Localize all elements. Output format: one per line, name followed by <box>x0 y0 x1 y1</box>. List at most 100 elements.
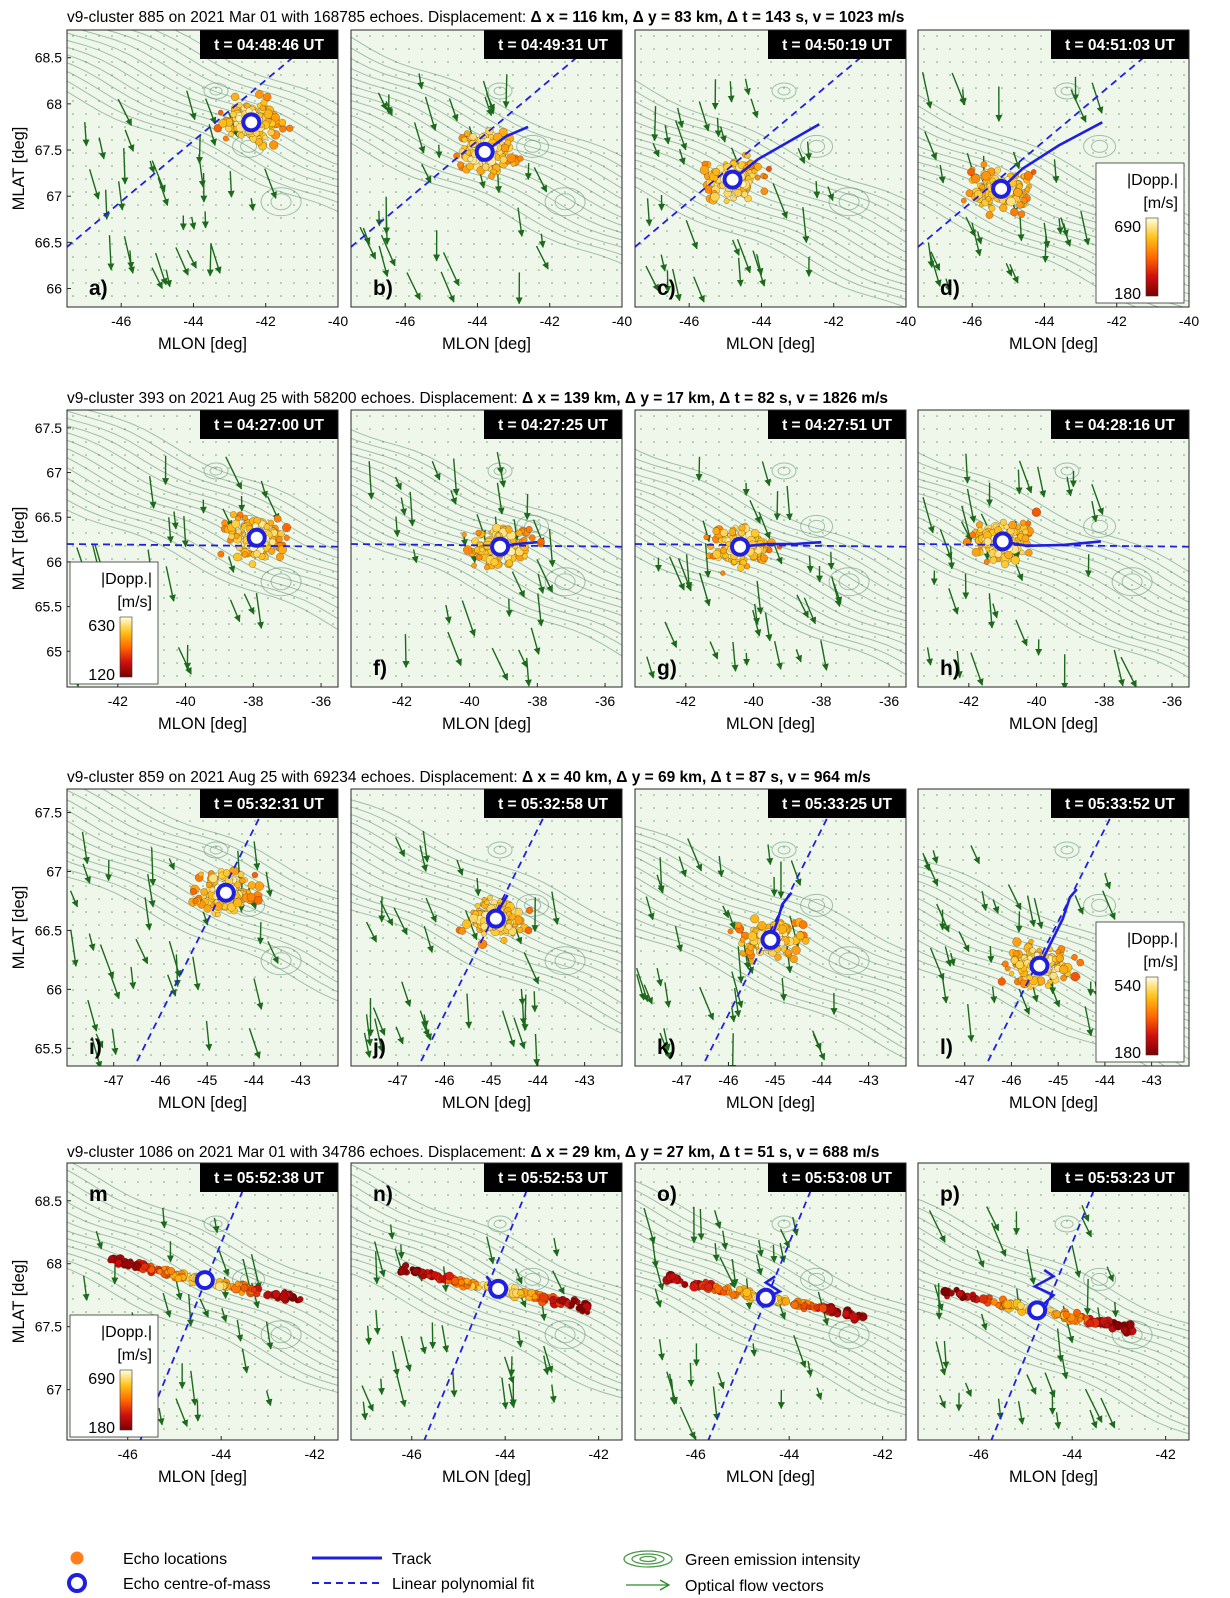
row-title-text: v9-cluster 885 on 2021 Mar 01 with 16878… <box>67 9 531 26</box>
x-tick-label: -43 <box>291 1072 311 1088</box>
emission-contours <box>67 30 338 217</box>
x-axis-label: MLON [deg] <box>1009 1468 1098 1486</box>
axis-ticks: -42 -40 -38 -36 <box>959 683 1182 709</box>
time-label-box <box>484 410 622 439</box>
panel-frame <box>917 788 1190 1067</box>
row-title-text: v9-cluster 393 on 2021 Aug 25 with 58200… <box>67 390 522 407</box>
panel-letter: m <box>89 1183 108 1206</box>
axis-ticks: -46 -44 -42 <box>686 1436 893 1462</box>
x-tick-label: -47 <box>955 1072 975 1088</box>
track-line <box>769 891 793 941</box>
panel-e: t = 04:27:00 UTe)-42-40-38-366565.56666.… <box>35 409 339 733</box>
x-tick-label: -44 <box>211 1446 231 1462</box>
time-label: t = 04:50:19 UT <box>768 30 906 59</box>
linear-fit-line <box>984 789 1126 1066</box>
axis-ticks: -47 -46 -45 -44 -43 65.5 66 66.5 67 67.5 <box>35 805 311 1088</box>
panel-k: t = 05:33:25 UT k) -47 -46 -45 -44 -43 MLON [de… <box>634 788 907 1112</box>
panel-background <box>67 789 338 1066</box>
echo-centre-of-mass <box>474 141 495 162</box>
x-tick-label: -45 <box>1048 1072 1068 1088</box>
panel-plot-area <box>635 30 906 307</box>
echo-centre-of-mass <box>1027 1300 1048 1321</box>
colorbar-title: |Dopp.| <box>1127 931 1178 948</box>
panel-frame <box>917 409 1190 688</box>
x-tick-label: -42 <box>873 1446 893 1462</box>
x-tick-label: -38 <box>811 693 831 709</box>
y-axis-label: MLAT [deg] <box>10 507 28 591</box>
time-label: t = 05:33:25 UT <box>768 789 906 818</box>
x-axis-label: MLON [deg] <box>1009 1094 1098 1112</box>
time-label-box <box>1051 789 1189 818</box>
panel-frame <box>917 29 1190 308</box>
time-label-text: t = 04:27:25 UT <box>498 417 608 434</box>
echo-centre-of-mass <box>755 1287 776 1308</box>
legend-echo-com: Echo centre-of-mass <box>123 1576 271 1593</box>
colorbar: |Dopp.| [m/s]690 180 <box>1095 162 1185 304</box>
echo-centre-of-mass <box>760 929 781 950</box>
time-label: t = 04:48:46 UT <box>200 30 338 59</box>
colorbar: |Dopp.| [m/s]630 120 <box>69 561 159 685</box>
panel-background <box>67 30 338 307</box>
legend-contour-icon <box>623 1550 673 1568</box>
x-tick-label: -45 <box>481 1072 501 1088</box>
x-axis-label: MLON [deg] <box>726 1468 815 1486</box>
track-line <box>739 540 822 548</box>
echo-centre-of-mass <box>488 1278 509 1299</box>
x-tick-label: -46 <box>962 313 982 329</box>
y-tick-label: 66.5 <box>35 922 62 938</box>
time-label: t = 04:49:31 UT <box>484 30 622 59</box>
x-tick-label: -42 <box>1156 1446 1176 1462</box>
panel-c: t = 04:50:19 UT c)-46 -44 -42 -40 MLON [deg] <box>634 29 916 353</box>
colorbar-max: 690 <box>88 1371 115 1388</box>
row-title-displacement: Δ x = 139 km, Δ y = 17 km, Δ t = 82 s, v… <box>522 390 888 407</box>
y-tick-label: 68.5 <box>35 50 62 66</box>
row-title: v9-cluster 1086 on 2021 Mar 01 with 3478… <box>67 1144 879 1161</box>
y-tick-label: 65.5 <box>35 599 62 615</box>
panel-letter: l) <box>940 1036 953 1059</box>
panel-b: t = 04:49:31 UT b)-46 -44 -42 -40 MLON [deg] <box>350 29 632 353</box>
axis-ticks: -42 -40 -38 -36 <box>676 683 899 709</box>
panel-h: t = 04:28:16 UT h) -42 -40 -38 -36 MLON [deg] <box>917 409 1190 733</box>
time-label: t = 05:53:23 UT <box>1051 1163 1189 1192</box>
x-tick-label: -46 <box>150 1072 170 1088</box>
x-tick-label: -42 <box>676 693 696 709</box>
x-axis-label: MLON [deg] <box>442 1094 531 1112</box>
panel-plot-area <box>918 415 1189 687</box>
legend-optical-flow: Optical flow vectors <box>685 1578 824 1595</box>
time-label-box <box>200 30 338 59</box>
x-axis-label: MLON [deg] <box>158 715 247 733</box>
panel-letter: d) <box>940 277 960 300</box>
panel-frame <box>634 1162 907 1441</box>
panel-letter: a) <box>89 277 108 300</box>
panel-plot-area <box>635 1163 906 1440</box>
y-tick-label: 66 <box>46 981 62 997</box>
time-label-box <box>200 410 338 439</box>
x-tick-label: -43 <box>1142 1072 1162 1088</box>
x-tick-label: -46 <box>402 1446 422 1462</box>
axis-ticks: -46 -44 -42 -40 <box>962 303 1199 329</box>
legend-com-marker <box>67 1573 87 1593</box>
panel-letter: f) <box>373 657 387 680</box>
x-tick-label: -46 <box>434 1072 454 1088</box>
panel-p: t = 05:53:23 UT p) -46 -44 -42 MLON [deg] <box>917 1162 1190 1486</box>
x-axis-label: MLON [deg] <box>158 335 247 353</box>
y-tick-label: 67 <box>46 188 62 204</box>
colorbar-unit: [m/s] <box>1143 195 1178 212</box>
y-tick-label: 66.5 <box>35 509 62 525</box>
colorbar-box <box>69 561 159 685</box>
colorbar-box <box>1095 162 1185 304</box>
echo-centre-of-mass <box>992 531 1013 552</box>
row-title-displacement: Δ x = 116 km, Δ y = 83 km, Δ t = 143 s, … <box>531 9 905 26</box>
colorbar-gradient <box>1145 976 1159 1056</box>
linear-fit-line <box>635 543 906 548</box>
colorbar-unit: [m/s] <box>117 1347 152 1364</box>
x-tick-label: -47 <box>672 1072 692 1088</box>
panel-frame <box>917 1162 1190 1441</box>
y-tick-label: 68 <box>46 1256 62 1272</box>
legend-echo-locations: Echo locations <box>123 1551 227 1568</box>
time-label-text: t = 04:48:46 UT <box>214 37 324 54</box>
x-tick-label: -42 <box>392 693 412 709</box>
y-tick-label: 65 <box>46 643 62 659</box>
axis-ticks: -47 -46 -45 -44 -43 <box>388 1062 595 1088</box>
time-label-box <box>768 1163 906 1192</box>
